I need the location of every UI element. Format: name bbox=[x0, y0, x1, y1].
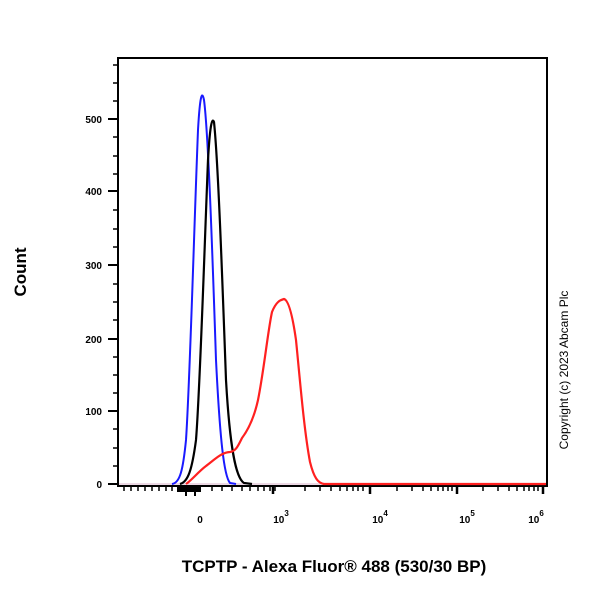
y-tick-label: 100 bbox=[85, 407, 102, 418]
x-tick-label: 104 bbox=[372, 509, 388, 526]
y-tick-label: 300 bbox=[85, 261, 102, 272]
x-tick-exponent: 6 bbox=[539, 509, 544, 518]
x-axis-title: TCPTP - Alexa Fluor® 488 (530/30 BP) bbox=[182, 557, 486, 576]
y-axis-minor-ticks bbox=[113, 64, 118, 467]
x-tick-base: 10 bbox=[459, 515, 471, 526]
plot-frame bbox=[117, 57, 548, 487]
x-tick-label: 0 bbox=[197, 515, 203, 526]
x-tick-exponent: 5 bbox=[470, 509, 475, 518]
y-axis-ticks bbox=[108, 118, 118, 485]
x-tick-base: 10 bbox=[372, 515, 384, 526]
x-tick-label: 103 bbox=[273, 509, 289, 526]
x-tick-label: 106 bbox=[528, 509, 544, 526]
x-tick-base: 10 bbox=[528, 515, 540, 526]
x-tick-base: 10 bbox=[273, 515, 285, 526]
y-tick-label: 500 bbox=[85, 115, 102, 126]
series-red-curve bbox=[185, 297, 546, 486]
x-axis-ticks bbox=[123, 486, 545, 496]
y-tick-label: 400 bbox=[85, 187, 102, 198]
x-tick-exponent: 3 bbox=[284, 509, 289, 518]
series-black-curve bbox=[179, 119, 253, 486]
x-tick-exponent: 4 bbox=[383, 509, 388, 518]
series-blue-curve bbox=[171, 94, 237, 485]
copyright-notice: Copyright (c) 2023 Abcam Plc bbox=[557, 291, 571, 450]
y-tick-label: 200 bbox=[85, 335, 102, 346]
y-axis-title: Count bbox=[11, 247, 30, 296]
x-tick-label: 105 bbox=[459, 509, 475, 526]
y-tick-label: 0 bbox=[96, 480, 102, 491]
